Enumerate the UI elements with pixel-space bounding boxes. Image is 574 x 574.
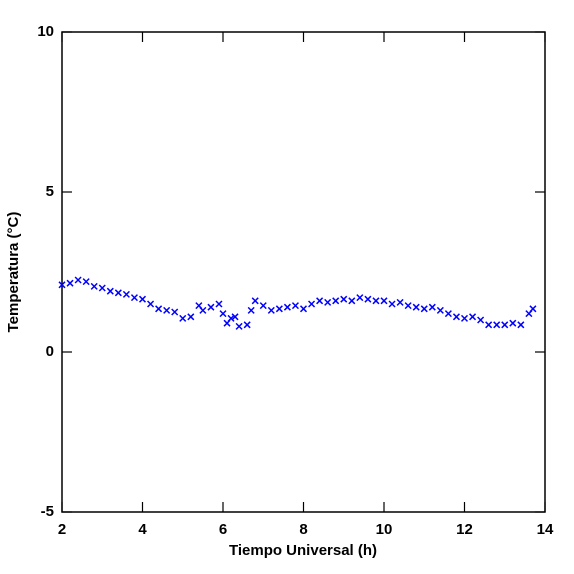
- data-point: [485, 321, 493, 329]
- data-point: [251, 297, 259, 305]
- x-tick-label: 2: [58, 521, 66, 538]
- data-point: [469, 313, 477, 321]
- data-point: [332, 297, 340, 305]
- data-point: [130, 294, 138, 302]
- data-point: [517, 321, 525, 329]
- x-axis-label: Tiempo Universal (h): [229, 542, 377, 559]
- data-point: [404, 302, 412, 310]
- data-point: [66, 279, 74, 287]
- data-point: [460, 314, 469, 322]
- data-point: [187, 313, 195, 321]
- data-point: [171, 308, 179, 316]
- data-point: [529, 305, 537, 313]
- data-point: [235, 322, 243, 330]
- data-point: [356, 294, 364, 302]
- data-point: [122, 290, 130, 298]
- x-tick-label: 6: [219, 521, 227, 538]
- data-point: [199, 306, 207, 314]
- data-point: [243, 321, 251, 329]
- data-point: [380, 297, 388, 305]
- data-point: [147, 300, 155, 308]
- data-point: [207, 303, 215, 311]
- data-point: [163, 306, 171, 314]
- data-point: [299, 305, 308, 313]
- data-point: [340, 295, 348, 303]
- data-point: [477, 316, 485, 324]
- data-point: [275, 305, 283, 313]
- data-point: [372, 297, 380, 305]
- data-point: [388, 300, 396, 308]
- data-point: [219, 310, 227, 318]
- data-point: [316, 297, 324, 305]
- y-axis-label: Temperatura (°C): [5, 212, 22, 333]
- data-point: [259, 302, 267, 310]
- y-tick-label: -5: [41, 503, 54, 520]
- data-point: [138, 295, 147, 303]
- data-point: [364, 295, 372, 303]
- data-point: [90, 282, 98, 290]
- data-point: [155, 305, 163, 313]
- data-point: [324, 298, 332, 306]
- y-tick-label: 5: [46, 183, 54, 200]
- x-tick-label: 8: [299, 521, 307, 538]
- data-point: [308, 300, 316, 308]
- data-point: [452, 313, 460, 321]
- data-point: [444, 310, 452, 318]
- x-tick-label: 14: [537, 521, 554, 538]
- data-point: [82, 278, 90, 286]
- plot-frame: [61, 31, 546, 513]
- data-point: [428, 303, 436, 311]
- data-point: [98, 284, 106, 292]
- data-point: [436, 306, 444, 314]
- data-point: [283, 303, 291, 311]
- data-point: [509, 319, 517, 327]
- data-point: [501, 321, 509, 329]
- data-point: [267, 306, 275, 314]
- data-point: [412, 303, 420, 311]
- y-tick-label: 10: [37, 23, 54, 40]
- data-point: [396, 298, 404, 306]
- data-point: [106, 287, 114, 295]
- data-point: [348, 297, 356, 305]
- data-point: [58, 281, 66, 289]
- x-tick-label: 10: [376, 521, 393, 538]
- data-point: [114, 289, 122, 297]
- data-point: [74, 276, 82, 284]
- data-point: [231, 313, 239, 321]
- y-tick-label: 0: [46, 343, 54, 360]
- x-tick-label: 4: [138, 521, 147, 538]
- data-point: [493, 321, 501, 329]
- data-point: [247, 306, 255, 314]
- data-point: [179, 314, 187, 322]
- data-point: [227, 314, 235, 322]
- x-tick-label: 12: [456, 521, 473, 538]
- data-point: [291, 302, 299, 310]
- data-point: [420, 305, 428, 313]
- data-point: [215, 300, 223, 308]
